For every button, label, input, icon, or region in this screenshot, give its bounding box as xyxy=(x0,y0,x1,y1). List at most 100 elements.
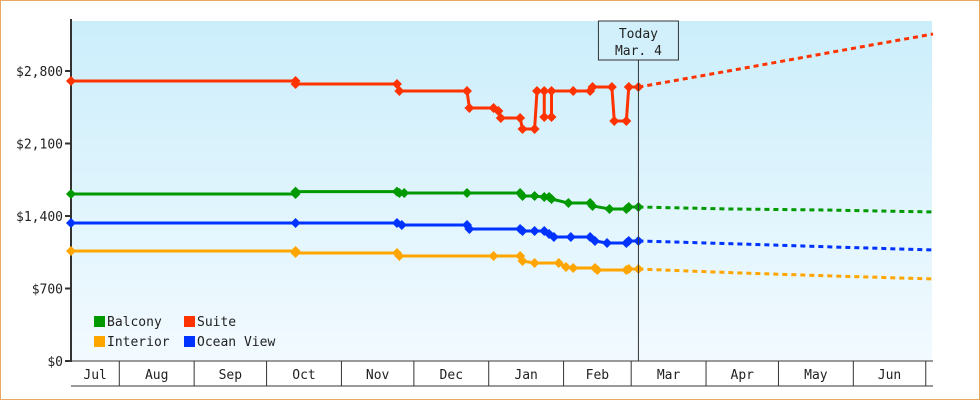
data-point xyxy=(394,250,405,261)
data-point xyxy=(568,85,579,96)
data-point xyxy=(464,224,475,235)
data-point xyxy=(290,78,301,89)
data-point xyxy=(517,226,528,237)
data-point xyxy=(587,82,598,93)
x-tick-label: May xyxy=(804,368,828,383)
data-point xyxy=(529,226,540,237)
data-point xyxy=(290,218,301,229)
data-point xyxy=(539,85,550,96)
data-point xyxy=(623,235,634,246)
x-tick-label: Nov xyxy=(366,368,390,383)
data-point xyxy=(606,82,617,93)
data-point xyxy=(396,220,407,231)
data-point xyxy=(609,116,620,127)
data-point xyxy=(517,256,528,267)
legend-item: Suite xyxy=(184,315,236,330)
data-point xyxy=(66,218,76,229)
data-point xyxy=(394,85,405,96)
data-point xyxy=(66,246,76,257)
x-tick-label: Jul xyxy=(83,368,106,383)
x-tick-label: Dec xyxy=(440,368,463,383)
legend-item: Balcony xyxy=(94,315,162,330)
legend-swatch xyxy=(184,316,195,327)
data-point xyxy=(548,232,559,243)
legend-item: Interior xyxy=(94,335,170,350)
data-point xyxy=(495,113,506,124)
y-tick-label: $0 xyxy=(47,355,63,370)
data-point xyxy=(546,194,557,205)
legend-label: Balcony xyxy=(107,315,162,330)
x-tick-label: Aug xyxy=(145,368,168,383)
data-point xyxy=(529,191,540,202)
x-tick-label: Jun xyxy=(878,368,901,383)
legend-swatch xyxy=(184,336,195,347)
data-point xyxy=(517,191,528,202)
data-point xyxy=(529,124,540,134)
data-point xyxy=(587,200,598,211)
data-point xyxy=(66,189,76,200)
legend-swatch xyxy=(94,316,105,327)
today-label-box xyxy=(597,20,679,61)
data-point xyxy=(568,262,579,273)
data-point xyxy=(563,198,574,209)
legend: Balcony Suite Interior Ocean View xyxy=(94,315,275,350)
data-point xyxy=(399,188,410,199)
data-point xyxy=(517,124,528,134)
data-point xyxy=(546,85,557,96)
data-point xyxy=(66,76,76,87)
series-balcony xyxy=(66,186,934,214)
data-point xyxy=(539,111,550,122)
x-tick-label: Oct xyxy=(292,368,315,383)
data-point xyxy=(560,261,571,272)
data-point xyxy=(623,264,634,275)
today-label: Today xyxy=(619,27,658,42)
data-point xyxy=(553,258,564,269)
legend-swatch xyxy=(94,336,105,347)
x-tick-label: Mar xyxy=(657,368,681,383)
data-point xyxy=(546,111,557,122)
legend-label: Ocean View xyxy=(197,335,275,350)
series-suite xyxy=(66,32,934,134)
data-point xyxy=(592,264,603,275)
data-point xyxy=(589,235,600,246)
data-point xyxy=(604,203,615,214)
plot-area xyxy=(71,21,932,360)
legend-label: Interior xyxy=(107,335,170,350)
forecast-line xyxy=(638,205,934,214)
data-point xyxy=(461,188,472,199)
series-interior xyxy=(66,246,934,281)
legend-label: Suite xyxy=(197,315,236,330)
data-point xyxy=(290,186,301,197)
data-point xyxy=(602,238,613,249)
data-point xyxy=(290,247,301,258)
today-date: Mar. 4 xyxy=(615,44,662,59)
y-tick-label: $1,400 xyxy=(16,210,63,225)
data-point xyxy=(529,258,540,269)
x-tick-label: Apr xyxy=(731,368,755,383)
x-axis: Jul Aug Sep Oct Nov Dec Jan Feb Mar Apr May Jun xyxy=(71,360,933,387)
data-point xyxy=(621,116,632,127)
x-tick-label: Feb xyxy=(586,368,610,383)
today-marker: Today Mar. 4 xyxy=(597,20,679,361)
forecast-line xyxy=(638,239,934,252)
data-point xyxy=(565,232,576,243)
y-tick-label: $2,800 xyxy=(16,65,63,80)
data-point xyxy=(623,82,634,93)
y-tick-label: $700 xyxy=(32,283,63,298)
forecast-line xyxy=(638,267,934,281)
x-tick-label: Jan xyxy=(514,368,537,383)
data-point xyxy=(461,85,472,96)
series-ocean-view xyxy=(66,218,934,252)
data-point xyxy=(623,201,634,212)
data-point xyxy=(532,85,543,96)
x-tick-label: Sep xyxy=(219,368,243,383)
data-point xyxy=(515,113,526,124)
series-layer xyxy=(66,32,934,281)
data-point xyxy=(464,102,475,113)
y-tick-label: $2,100 xyxy=(16,138,63,153)
legend-item: Ocean View xyxy=(184,335,275,350)
y-axis: $0 $700 $1,400 $2,100 $2,800 xyxy=(16,19,72,370)
data-point xyxy=(488,250,499,261)
